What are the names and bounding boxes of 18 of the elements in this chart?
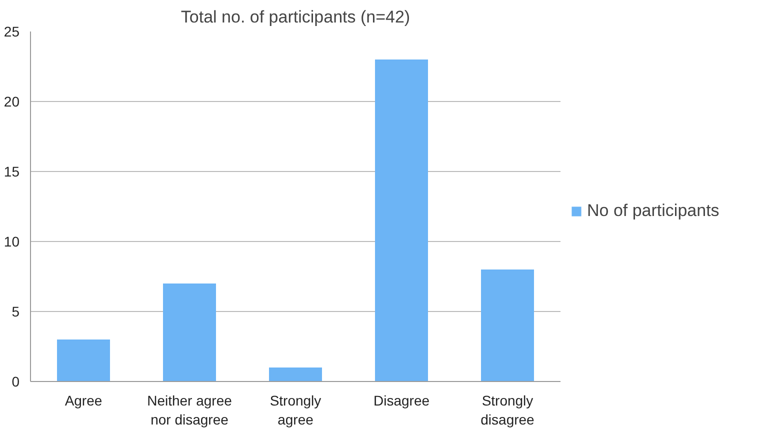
y-tick-label: 5 [12,304,20,320]
y-tick-label: 0 [12,374,20,390]
x-tick-label: Agree [64,392,102,408]
chart-title: Total no. of participants (n=42) [180,8,410,26]
bar [269,368,322,382]
y-tick-label: 25 [4,24,20,40]
y-tick-label: 15 [4,164,20,180]
x-tick-label: Disagree [373,392,430,408]
y-tick-label: 10 [4,234,20,250]
x-tick-label: Strongly agree [270,392,322,428]
x-tick-label: Strongly disagree [480,392,535,428]
bar [481,270,534,382]
x-tick-label: Neither agree nor disagree [147,392,232,428]
bar [375,60,428,382]
bar [163,284,216,382]
y-tick-label: 20 [4,94,20,110]
legend-label: No of participants [587,201,720,221]
bar [57,340,110,382]
